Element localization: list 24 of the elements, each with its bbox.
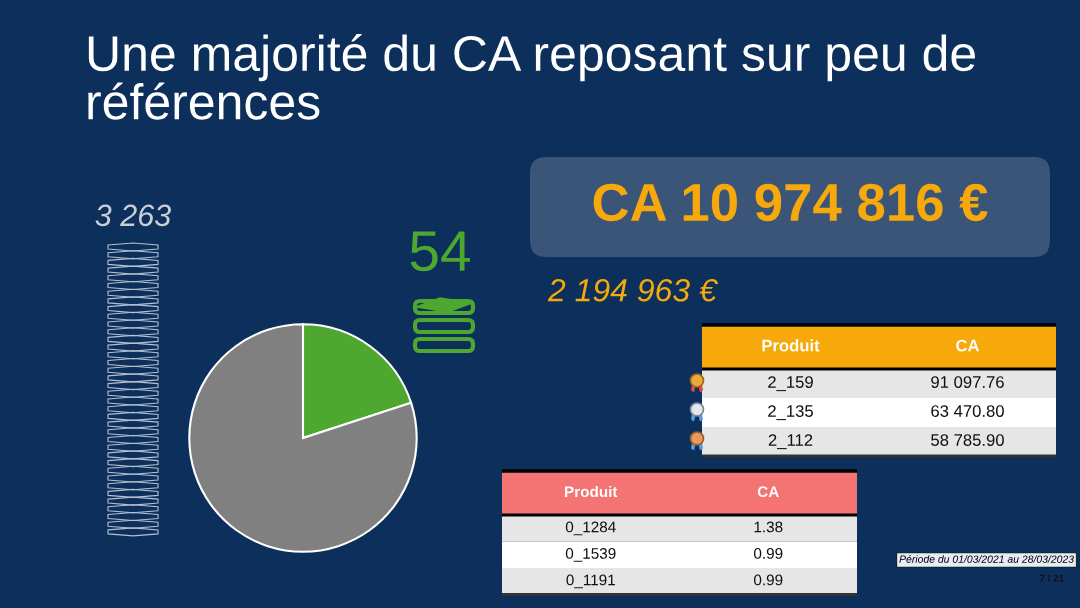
text: 0_1539: [565, 548, 616, 562]
text: 2_135: [768, 405, 813, 421]
text: 2_159: [768, 376, 813, 392]
text: Une majorité du CA reposant sur peu de références: [88, 34, 975, 120]
text: 0_1191: [566, 574, 615, 589]
text: 2 194 963 €: [547, 278, 719, 302]
text: 0.99: [753, 574, 783, 586]
category-label: CA: [956, 339, 980, 352]
text: 7 / 21: [1040, 574, 1064, 582]
text: 1.38: [754, 521, 783, 533]
text: 58 785.90: [931, 434, 1004, 446]
text: CA 10 974 816 €: [593, 183, 988, 222]
category-label: CA: [757, 486, 779, 498]
text: 91 097.76: [931, 376, 1004, 388]
category-label: Produit: [762, 339, 820, 352]
text: 54: [410, 231, 471, 272]
text: 3 263: [95, 204, 171, 227]
text: 0.99: [753, 548, 783, 559]
text: 63 470.80: [931, 405, 1004, 417]
text: 2_112: [768, 434, 813, 450]
category-label: Produit: [565, 485, 618, 498]
text: Période du 01/03/2021 au 28/03/2023: [899, 555, 1074, 563]
pie-slice: [188, 323, 418, 553]
text: 0_1284: [565, 521, 616, 536]
